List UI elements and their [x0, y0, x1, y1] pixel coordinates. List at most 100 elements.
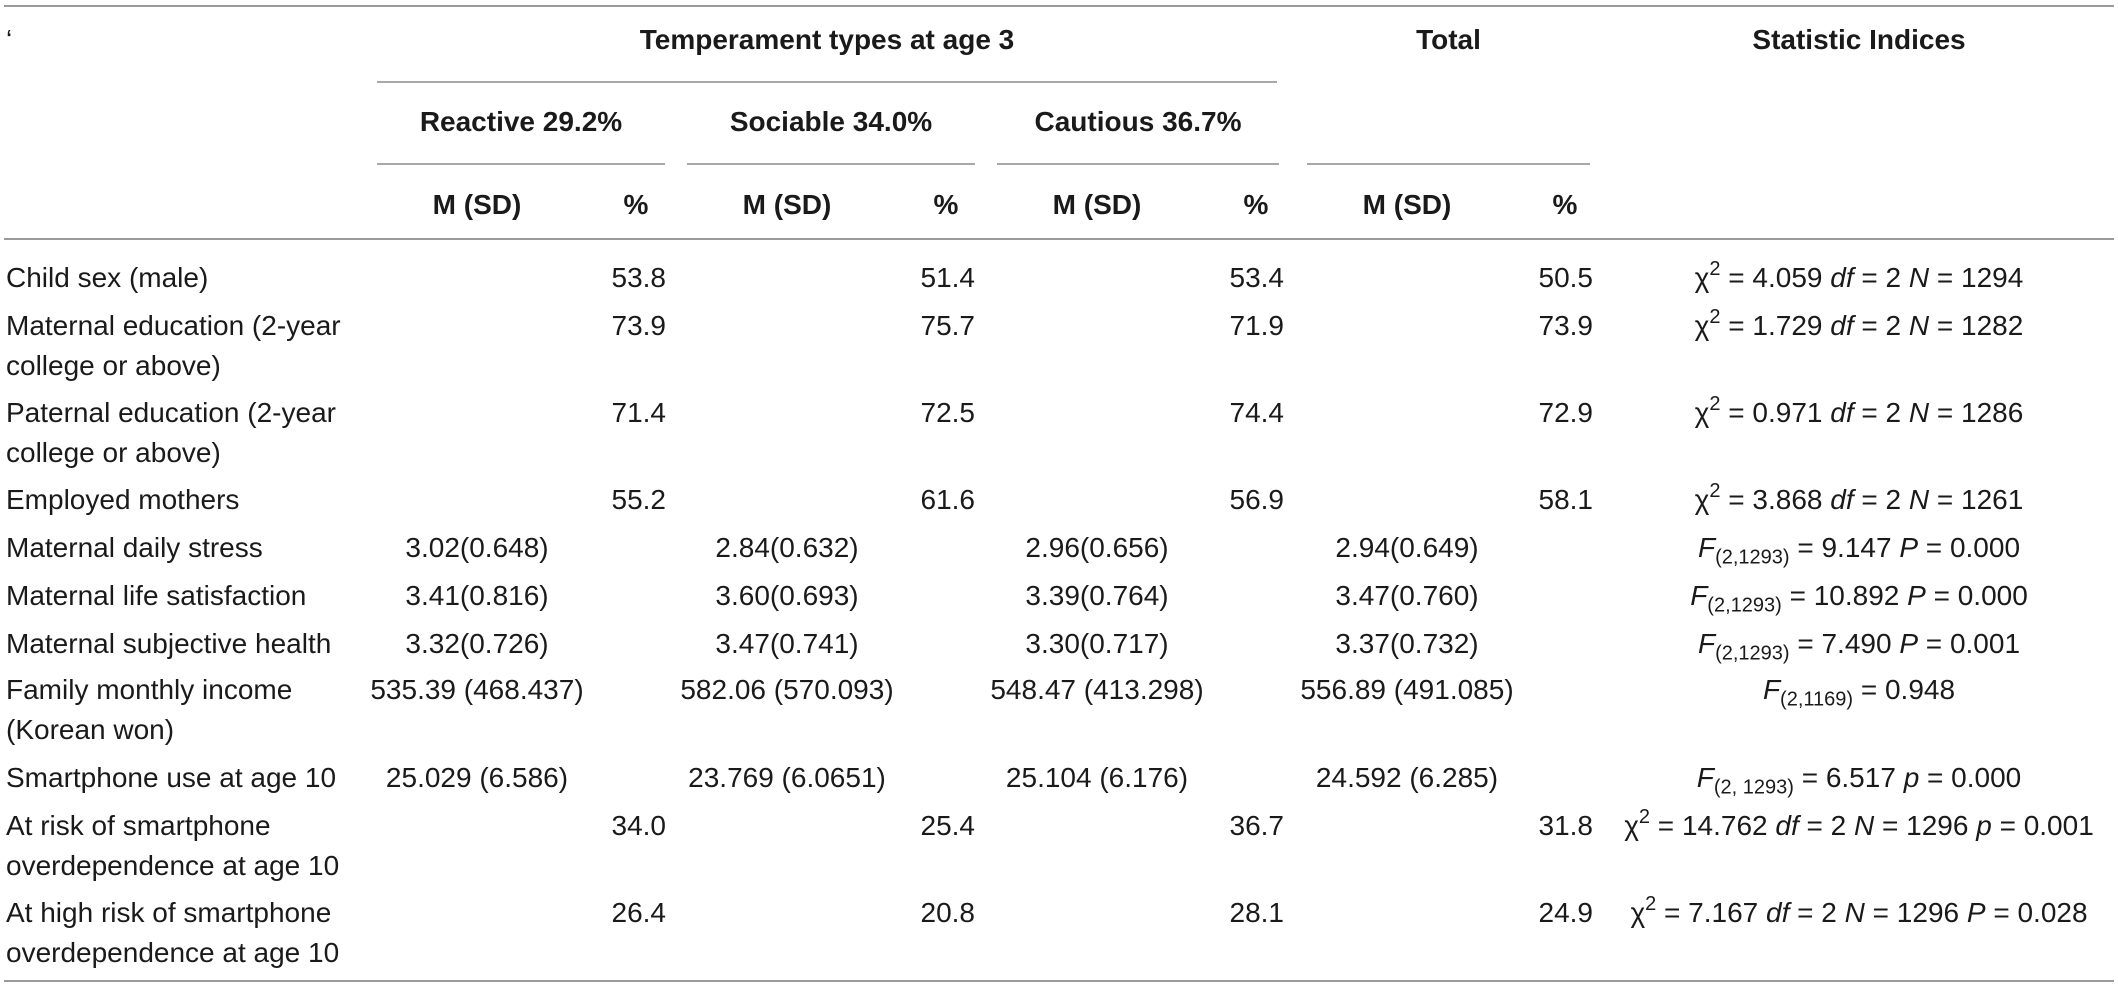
stat-symbol: χ — [1694, 310, 1710, 341]
msd-cell: 3.02(0.648) — [405, 532, 549, 563]
row-label: Maternal education (2-year — [6, 310, 341, 341]
stat-subscript: (2,1169) — [1780, 688, 1854, 711]
msd-cell: 3.41(0.816) — [405, 580, 549, 611]
stat-italic: P — [1899, 628, 1919, 659]
msd-cell: 3.37(0.732) — [1335, 628, 1479, 659]
stat-subscript: (2,1293) — [1715, 642, 1790, 665]
top-rule — [4, 5, 2114, 7]
stat-subscript: (2,1293) — [1707, 594, 1782, 617]
stat-value: = 1294 — [1929, 262, 2024, 293]
pct-cell: 75.7 — [920, 310, 976, 341]
pct-cell: 72.9 — [1538, 397, 1594, 428]
header-bottom-rule — [4, 238, 2114, 240]
stat-cell: χ2 = 0.971 df = 2 N = 1286 — [1600, 393, 2118, 433]
total-title: Total — [1416, 24, 1481, 55]
stat-italic: N — [1908, 397, 1930, 428]
stat-superscript: 2 — [1709, 305, 1721, 328]
stat-value: = 0.028 — [1985, 897, 2088, 928]
stat-italic: N — [1908, 310, 1930, 341]
stat-value: = 2 — [1853, 310, 1909, 341]
stat-value: = 1.729 — [1720, 310, 1831, 341]
subgroup-rule-sociable — [687, 163, 975, 165]
stat-cell: F(2,1293) = 7.490 P = 0.001 — [1600, 624, 2118, 664]
corner-mark: ‘ — [6, 24, 13, 55]
stat-symbol: χ — [1694, 484, 1710, 515]
stat-cell: F(2,1293) = 9.147 P = 0.000 — [1600, 528, 2118, 568]
stat-italic: df — [1830, 484, 1854, 515]
msd-cell: 3.32(0.726) — [405, 628, 549, 659]
pct-cell: 71.4 — [611, 397, 667, 428]
stat-value: = 6.517 — [1793, 762, 1904, 793]
stat-superscript: 2 — [1709, 257, 1721, 280]
pct-cell: 25.4 — [920, 810, 976, 841]
stat-value: = 0.971 — [1720, 397, 1831, 428]
msd-cell: 3.47(0.741) — [715, 628, 859, 659]
row-label: At high risk of smartphone — [6, 897, 332, 928]
msd-cell: 24.592 (6.285) — [1315, 762, 1499, 793]
msd-header: M (SD) — [1052, 189, 1142, 220]
stat-title: Statistic Indices — [1752, 24, 1966, 55]
row-label: overdependence at age 10 — [6, 937, 340, 968]
stat-value: = 0.001 — [1991, 810, 2094, 841]
stat-italic: N — [1908, 262, 1930, 293]
row-label: college or above) — [6, 437, 221, 468]
stat-cell: χ2 = 14.762 df = 2 N = 1296 p = 0.001 — [1600, 806, 2118, 846]
pct-cell: 73.9 — [611, 310, 667, 341]
subgroup-rule-cautious — [997, 163, 1279, 165]
stat-italic: df — [1775, 810, 1799, 841]
stat-value: = 2 — [1853, 397, 1909, 428]
stat-subscript: (2,1293) — [1715, 546, 1790, 569]
stat-value: = 7.167 — [1656, 897, 1767, 928]
group-rule — [377, 81, 1277, 83]
msd-cell: 2.96(0.656) — [1025, 532, 1169, 563]
stat-italic: P — [1907, 580, 1926, 611]
row-label: At risk of smartphone — [6, 810, 271, 841]
stat-italic: P — [1966, 897, 1986, 928]
pct-header: % — [933, 189, 959, 220]
stat-symbol: χ — [1630, 897, 1646, 928]
stat-italic: df — [1830, 397, 1854, 428]
stat-value: = 4.059 — [1720, 262, 1831, 293]
row-label: Smartphone use at age 10 — [6, 762, 337, 793]
pct-cell: 24.9 — [1538, 897, 1594, 928]
msd-cell: 3.60(0.693) — [715, 580, 859, 611]
group-title: Temperament types at age 3 — [639, 24, 1015, 55]
msd-cell: 582.06 (570.093) — [680, 674, 894, 705]
msd-cell: 548.47 (413.298) — [990, 674, 1204, 705]
stat-value: = 0.000 — [1925, 580, 2028, 611]
stat-value: = 3.868 — [1720, 484, 1831, 515]
msd-header: M (SD) — [1362, 189, 1452, 220]
row-label: Maternal life satisfaction — [6, 580, 307, 611]
stat-value: = 0.948 — [1853, 674, 1956, 705]
stat-value: = 0.000 — [1919, 762, 2022, 793]
stat-value: = 0.000 — [1918, 532, 2021, 563]
stat-value: = 10.892 — [1781, 580, 1908, 611]
pct-cell: 34.0 — [611, 810, 667, 841]
row-label: Maternal subjective health — [6, 628, 332, 659]
row-label: Employed mothers — [6, 484, 240, 515]
subgroup-sociable: Sociable 34.0% — [729, 106, 933, 137]
stat-symbol: F — [1697, 628, 1716, 659]
stat-italic: df — [1766, 897, 1790, 928]
msd-header: M (SD) — [742, 189, 832, 220]
row-label: Family monthly income — [6, 674, 293, 705]
stat-italic: df — [1830, 310, 1854, 341]
stat-value: = 9.147 — [1789, 532, 1900, 563]
stat-symbol: χ — [1624, 810, 1639, 841]
pct-cell: 50.5 — [1538, 262, 1594, 293]
pct-cell: 36.7 — [1229, 810, 1285, 841]
stat-value: = 1282 — [1929, 310, 2024, 341]
pct-header: % — [1552, 189, 1578, 220]
msd-cell: 2.94(0.649) — [1335, 532, 1479, 563]
pct-cell: 73.9 — [1538, 310, 1594, 341]
msd-cell: 556.89 (491.085) — [1300, 674, 1514, 705]
stat-cell: F(2,1293) = 10.892 P = 0.000 — [1600, 576, 2118, 616]
row-label: Child sex (male) — [6, 262, 209, 293]
row-label: college or above) — [6, 350, 221, 381]
pct-cell: 20.8 — [920, 897, 976, 928]
pct-cell: 53.4 — [1229, 262, 1285, 293]
stat-symbol: F — [1762, 674, 1781, 705]
msd-cell: 2.84(0.632) — [715, 532, 859, 563]
row-label: (Korean won) — [6, 714, 175, 745]
